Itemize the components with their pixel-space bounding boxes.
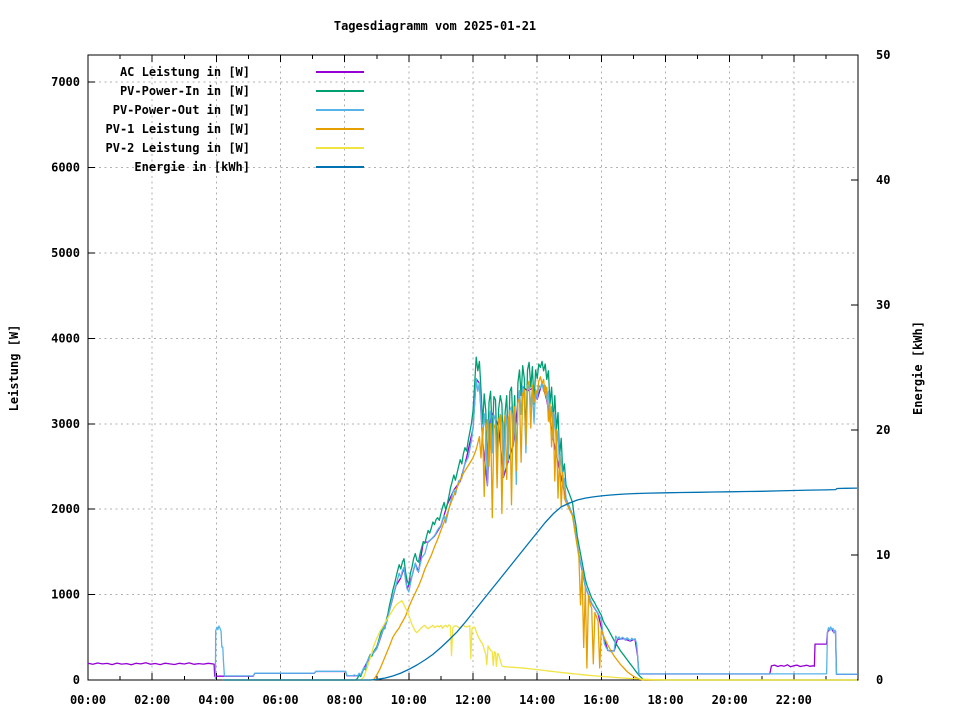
tick-labels: 00:00 02:00 04:00 06:00 08:00 10:00 12:00 14:00… [51, 48, 890, 707]
x-tick-label: 04:00 [198, 693, 234, 707]
x-tick-label: 06:00 [262, 693, 298, 707]
y2-tick-label: 20 [876, 423, 890, 437]
y1-tick-label: 2000 [51, 502, 80, 516]
y1-tick-label: 4000 [51, 331, 80, 345]
x-tick-label: 12:00 [455, 693, 491, 707]
y1-tick-label: 0 [73, 673, 80, 687]
chart-title: Tagesdiagramm vom 2025-01-21 [333, 19, 537, 33]
x-tick-label: 16:00 [583, 693, 619, 707]
y2-tick-label: 40 [876, 173, 890, 187]
x-tick-label: 22:00 [776, 693, 812, 707]
series-line-pv-1-leistung [222, 376, 857, 681]
y1-tick-label: 7000 [51, 75, 80, 89]
y1-tick-label: 1000 [51, 588, 80, 602]
x-tick-label: 08:00 [327, 693, 363, 707]
y1-tick-label: 5000 [51, 246, 80, 260]
legend-swatch-pv-1-leistung [316, 128, 364, 130]
axis-ticks [87, 54, 859, 681]
grid-lines [88, 55, 858, 680]
y2-tick-label: 0 [876, 673, 883, 687]
legend-label-ac-leistung: AC Leistung in [W] [119, 65, 250, 79]
legend-label-pv-2-leistung: PV-2 Leistung in [W] [105, 141, 251, 155]
legend-swatch-ac-leistung [316, 71, 364, 73]
series-line-energie [222, 487, 858, 681]
x-tick-label: 18:00 [647, 693, 683, 707]
x-tick-label: 14:00 [519, 693, 555, 707]
y2-tick-label: 10 [876, 548, 890, 562]
legend-swatch-pv-power-in [316, 90, 364, 92]
x-tick-label: 00:00 [70, 693, 106, 707]
y1-tick-label: 6000 [51, 161, 80, 175]
legend-swatch-pv-2-leistung [316, 147, 364, 149]
series-line-pv-power-in [222, 356, 857, 681]
legend-label-pv-1-leistung: PV-1 Leistung in [W] [105, 122, 251, 136]
y2-tick-label: 30 [876, 298, 890, 312]
x-tick-label: 10:00 [391, 693, 427, 707]
legend-swatch-pv-power-out [316, 109, 364, 111]
x-tick-label: 02:00 [134, 693, 170, 707]
legend-label-pv-power-out: PV-Power-Out in [W] [112, 103, 250, 117]
y2-tick-label: 50 [876, 48, 890, 62]
series-line-pv-2-leistung [222, 599, 857, 681]
x-tick-label: 20:00 [712, 693, 748, 707]
y1-tick-label: 3000 [51, 417, 80, 431]
legend-label-pv-power-in: PV-Power-In in [W] [119, 84, 250, 98]
legend-swatch-energie [316, 166, 364, 168]
data-series [87, 356, 858, 681]
legend-label-energie: Energie in [kWh] [134, 160, 250, 174]
